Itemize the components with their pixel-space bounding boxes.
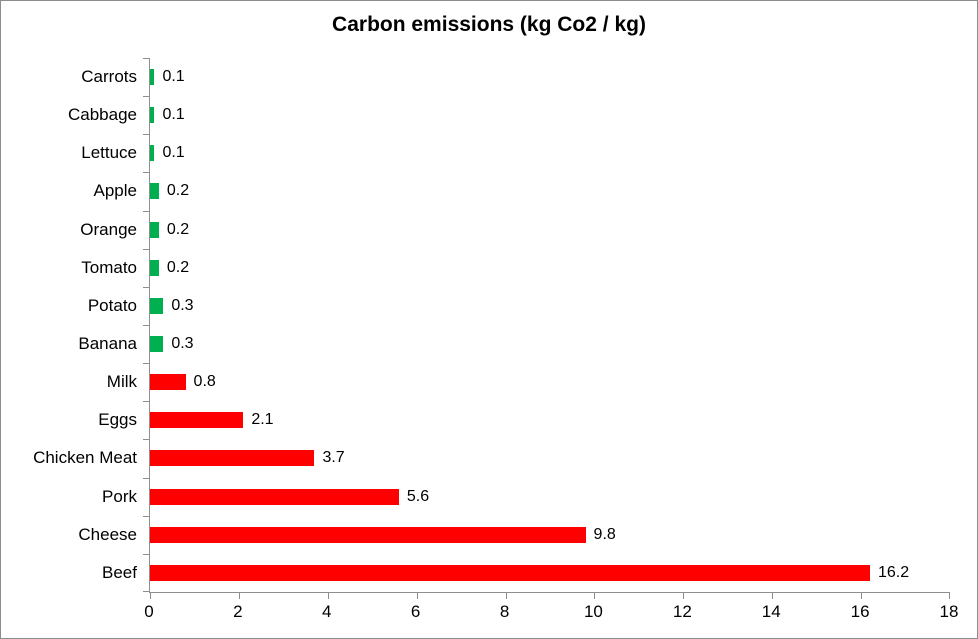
bar-cabbage bbox=[150, 107, 155, 124]
y-axis-tick bbox=[143, 211, 150, 212]
x-axis-tick bbox=[683, 593, 685, 599]
x-tick-label-16: 16 bbox=[850, 602, 870, 621]
category-label-eggs: Eggs bbox=[98, 410, 137, 430]
category-label-cheese: Cheese bbox=[78, 524, 137, 544]
bar-orange bbox=[150, 221, 159, 238]
x-axis-tick bbox=[238, 593, 240, 599]
value-label: 0.2 bbox=[166, 220, 190, 238]
bar-lettuce bbox=[150, 145, 155, 162]
bar-potato bbox=[150, 297, 164, 314]
category-label-potato: Potato bbox=[87, 295, 137, 315]
y-axis-tick bbox=[143, 591, 150, 592]
category-label-beef: Beef bbox=[102, 562, 137, 582]
x-tick-label-10: 10 bbox=[583, 602, 603, 621]
category-label-cabbage: Cabbage bbox=[67, 105, 137, 125]
y-axis-tick bbox=[143, 287, 150, 288]
bar-row: 5.6 bbox=[150, 478, 950, 516]
value-label: 0.2 bbox=[166, 258, 190, 276]
bar-row: 3.7 bbox=[150, 439, 950, 477]
category-label-carrots: Carrots bbox=[81, 67, 137, 86]
value-label: 2.1 bbox=[251, 411, 274, 429]
bar-row: 0.3 bbox=[150, 325, 950, 363]
x-axis-tick bbox=[150, 593, 151, 599]
value-label: 0.8 bbox=[193, 373, 216, 391]
bar-row: 0.1 bbox=[150, 58, 950, 96]
value-label: 0.2 bbox=[166, 182, 190, 200]
bar-row: 0.3 bbox=[150, 287, 950, 325]
category-label-orange: Orange bbox=[80, 219, 137, 239]
bar-apple bbox=[150, 183, 159, 200]
y-axis-tick bbox=[143, 478, 150, 479]
y-axis-tick bbox=[143, 516, 150, 517]
x-tick-label-18: 18 bbox=[939, 602, 959, 621]
y-axis-tick bbox=[143, 363, 150, 364]
value-label: 5.6 bbox=[406, 487, 430, 505]
x-axis-tick bbox=[594, 593, 596, 599]
y-axis-tick bbox=[143, 249, 150, 250]
value-label: 0.1 bbox=[162, 106, 185, 124]
bar-row: 0.2 bbox=[150, 211, 950, 249]
y-axis-tick bbox=[143, 439, 150, 440]
bar-row: 0.8 bbox=[150, 363, 950, 401]
x-tick-label-6: 6 bbox=[410, 602, 421, 621]
y-axis-tick bbox=[143, 96, 150, 97]
y-axis-tick bbox=[143, 554, 150, 555]
category-label-lettuce: Lettuce bbox=[81, 143, 137, 163]
bar-row: 2.1 bbox=[150, 401, 950, 439]
x-tick-label-12: 12 bbox=[672, 602, 692, 621]
y-axis-tick bbox=[143, 172, 150, 173]
bar-pork bbox=[150, 488, 399, 505]
y-axis-tick bbox=[143, 58, 150, 59]
bar-tomato bbox=[150, 259, 159, 276]
x-tick-label-8: 8 bbox=[499, 602, 510, 621]
value-label: 0.1 bbox=[162, 68, 185, 86]
category-label-chicken-meat: Chicken Meat bbox=[33, 448, 137, 468]
x-tick-label-14: 14 bbox=[761, 602, 781, 621]
value-label: 3.7 bbox=[322, 449, 345, 467]
chart-title: Carbon emissions (kg Co2 / kg) bbox=[332, 13, 646, 36]
bar-row: 0.1 bbox=[150, 134, 950, 172]
value-label: 0.1 bbox=[162, 144, 185, 162]
category-label-milk: Milk bbox=[106, 372, 137, 392]
x-tick-label-0: 0 bbox=[144, 602, 154, 621]
bar-eggs bbox=[150, 412, 244, 429]
y-axis-tick bbox=[143, 134, 150, 135]
x-axis-tick-labels: 0 2 4 6 8 10 12 14 16 18 bbox=[1, 602, 977, 626]
x-tick-label-2: 2 bbox=[233, 602, 243, 621]
x-axis-tick bbox=[505, 593, 507, 599]
x-axis-tick bbox=[949, 593, 950, 599]
bar-row: 0.2 bbox=[150, 249, 950, 287]
x-tick-label-4: 4 bbox=[322, 602, 332, 621]
x-axis-tick bbox=[772, 593, 774, 599]
plot-area: 0.1 0.1 0.1 0.2 0.2 0.2 0.3 0.3 0.8 2.1 3.7 5.6 9.8 1… bbox=[143, 58, 950, 599]
y-axis-tick bbox=[143, 325, 150, 326]
bar-row: 16.2 bbox=[150, 554, 950, 592]
value-label: 16.2 bbox=[878, 563, 910, 581]
category-label-apple: Apple bbox=[93, 181, 137, 201]
x-axis-tick bbox=[327, 593, 329, 599]
bar-beef bbox=[150, 564, 870, 581]
bar-banana bbox=[150, 336, 164, 353]
bar-cheese bbox=[150, 526, 586, 543]
value-label: 9.8 bbox=[593, 525, 616, 543]
bar-milk bbox=[150, 374, 186, 391]
category-label-banana: Banana bbox=[78, 334, 137, 353]
value-label: 0.3 bbox=[171, 296, 194, 314]
y-axis-category-labels: Carrots Cabbage Lettuce Apple Orange Tomato Po… bbox=[1, 58, 137, 592]
bar-row: 9.8 bbox=[150, 516, 950, 554]
x-axis-tick bbox=[416, 593, 418, 599]
bar-row: 0.2 bbox=[150, 172, 950, 210]
y-axis-tick bbox=[143, 401, 150, 402]
category-label-tomato: Tomato bbox=[81, 257, 137, 277]
value-label: 0.3 bbox=[171, 335, 194, 353]
bar-row: 0.1 bbox=[150, 96, 950, 134]
x-axis-tick bbox=[861, 593, 863, 599]
bar-chicken-meat bbox=[150, 450, 315, 467]
category-label-pork: Pork bbox=[102, 486, 137, 506]
bar-carrots bbox=[150, 69, 155, 86]
